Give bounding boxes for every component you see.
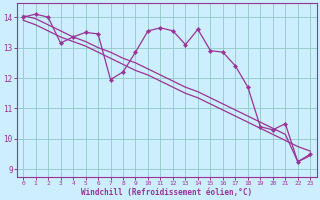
X-axis label: Windchill (Refroidissement éolien,°C): Windchill (Refroidissement éolien,°C) xyxy=(81,188,252,197)
